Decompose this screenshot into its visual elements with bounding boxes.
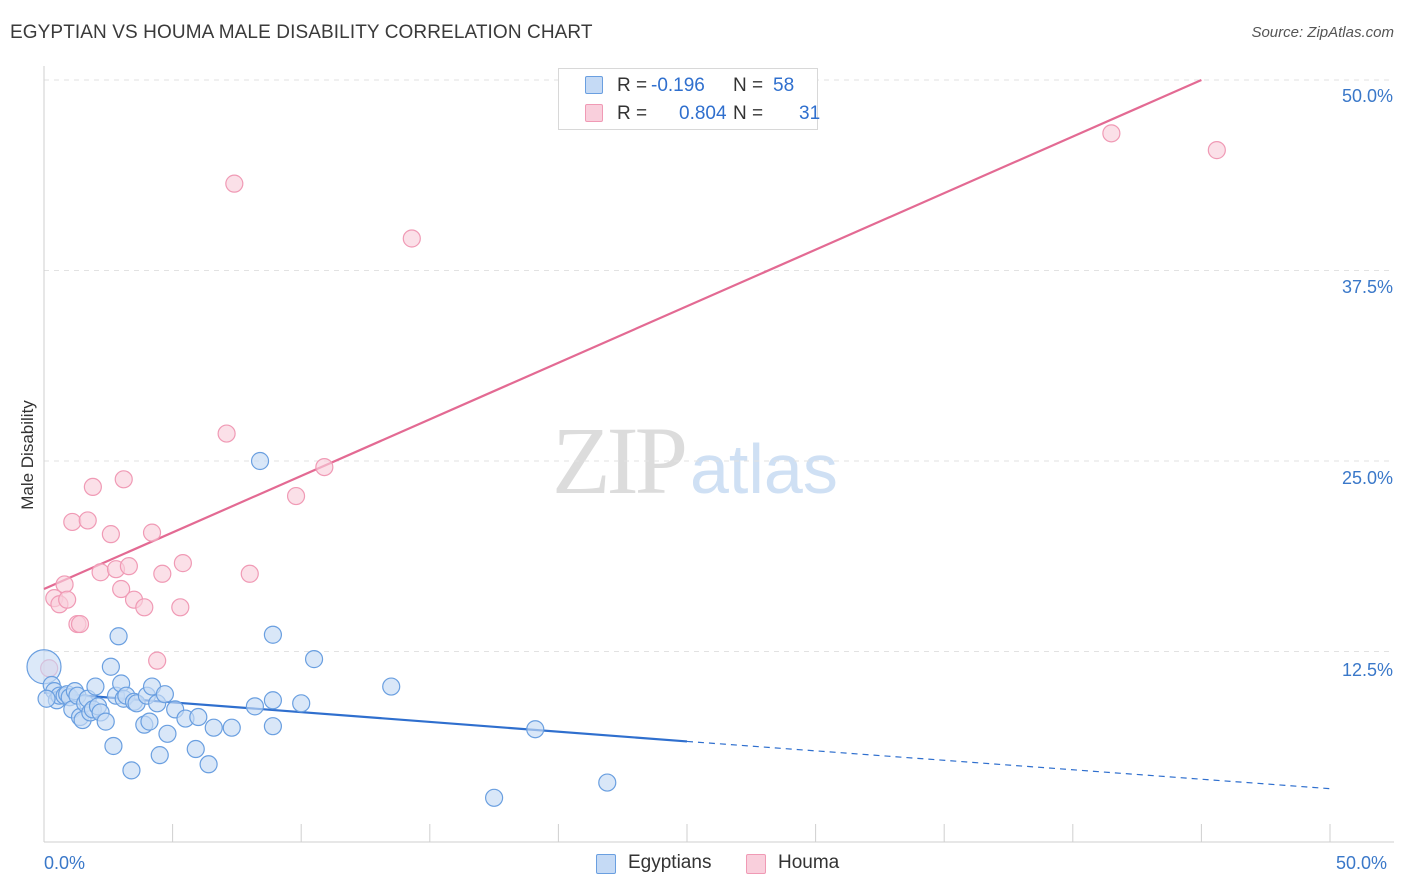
egyptians-point — [122, 761, 141, 780]
houma-point — [83, 477, 102, 497]
egyptians-point — [101, 657, 120, 676]
houma-point — [58, 590, 77, 609]
houma-point — [1102, 124, 1121, 143]
y-tick-label: 37.5% — [1341, 277, 1393, 297]
houma-point — [148, 651, 167, 670]
egyptians-point — [245, 697, 265, 716]
egyptians-point — [263, 717, 283, 736]
egyptians-point — [526, 720, 545, 739]
r-value: -0.196 — [651, 75, 705, 96]
egyptians-point — [96, 712, 115, 731]
y-tick-label: 50.0% — [1341, 86, 1393, 106]
y-tick-label: 12.5% — [1341, 660, 1393, 680]
stats-legend: R = -0.196 N = 58 R = 0.804 N = 31 — [558, 68, 821, 130]
n-label: N = — [733, 103, 764, 124]
egyptians-point — [150, 746, 169, 765]
r-label: R = — [617, 103, 648, 124]
houma-point — [402, 229, 421, 248]
x-tick-label-max: 50.0% — [1336, 853, 1388, 873]
houma-swatch — [585, 104, 603, 122]
egyptians-point — [292, 694, 311, 713]
axes — [43, 66, 1394, 843]
egyptians-point — [485, 788, 504, 807]
r-value: 0.804 — [679, 103, 727, 124]
chart-title: EGYPTIAN VS HOUMA MALE DISABILITY CORREL… — [10, 22, 593, 43]
egyptians-point — [204, 718, 223, 737]
n-label: N = — [733, 75, 764, 96]
source-label: Source: ZipAtlas.com — [1251, 24, 1394, 41]
houma-point — [240, 564, 259, 583]
egyptians-legend-label: Egyptians — [628, 852, 712, 873]
egyptians-legend-swatch — [596, 854, 616, 874]
egyptians-point — [263, 691, 283, 710]
houma-point — [55, 575, 74, 594]
data-points — [26, 124, 1226, 807]
y-tick-label: 25.0% — [1341, 468, 1393, 488]
egyptians-point — [222, 718, 241, 737]
watermark-atlas: atlas — [690, 430, 838, 508]
houma-point — [112, 579, 131, 599]
egyptians-point — [155, 685, 174, 704]
houma-trend-line — [43, 78, 1202, 591]
egyptians-point — [37, 689, 56, 708]
egyptians-swatch — [585, 76, 603, 94]
egyptians-point — [598, 773, 617, 792]
houma-legend-label: Houma — [778, 852, 840, 873]
n-value: 31 — [799, 103, 821, 124]
egyptians-point — [158, 724, 177, 743]
houma-point — [217, 424, 236, 443]
houma-point — [153, 564, 172, 583]
houma-point — [225, 174, 244, 193]
houma-point — [286, 486, 306, 506]
egyptians-point — [186, 739, 205, 759]
houma-point — [135, 598, 154, 617]
houma-point — [91, 563, 110, 582]
egyptians-point — [304, 650, 324, 669]
egyptians-point — [86, 677, 105, 696]
egyptians-trend-extension — [686, 740, 1331, 790]
houma-point — [142, 523, 162, 542]
egyptians-point — [109, 627, 128, 646]
egyptians-point — [250, 451, 270, 471]
houma-legend-swatch — [746, 854, 766, 874]
houma-point — [78, 511, 97, 530]
egyptians-point — [140, 712, 159, 731]
houma-point — [70, 614, 90, 634]
houma-point — [1207, 141, 1226, 160]
egyptians-point — [382, 677, 401, 696]
egyptians-point — [263, 625, 283, 644]
egyptians-point — [199, 755, 218, 774]
houma-point — [171, 598, 190, 617]
egyptians-point — [189, 707, 208, 727]
egyptians-point — [104, 736, 123, 756]
y-axis-label: Male Disability — [18, 400, 37, 510]
houma-point — [114, 470, 133, 489]
houma-point — [101, 525, 120, 544]
x-tick-label-min: 0.0% — [44, 853, 86, 873]
n-value: 58 — [773, 75, 795, 96]
houma-point — [173, 554, 192, 573]
houma-point — [315, 457, 334, 477]
houma-point — [63, 512, 82, 532]
r-label: R = — [617, 75, 648, 96]
houma-point — [119, 557, 138, 576]
